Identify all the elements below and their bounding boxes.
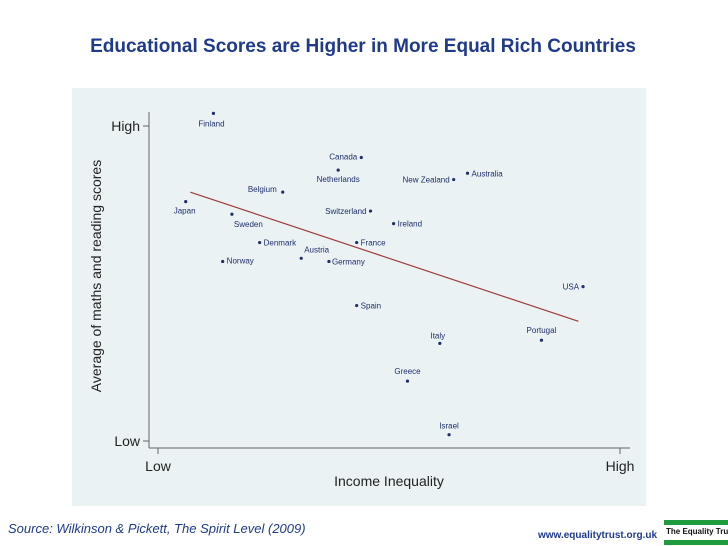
point-label: USA [563,283,580,292]
point-label: Norway [227,256,254,265]
data-point [359,155,363,160]
x-tick-label: High [606,458,635,474]
data-point [355,303,359,308]
data-point [438,341,442,345]
point-label: Germany [332,257,365,266]
point-label: Portugal [527,326,557,335]
point-label: Belgium [248,185,277,194]
x-axis-label: Income Inequality [334,473,444,489]
point-label: New Zealand [403,176,450,185]
point-label: Israel [439,422,459,431]
point-label: Ireland [398,220,422,229]
data-point [230,212,234,216]
source-citation: Source: Wilkinson & Pickett, The Spirit … [8,521,306,536]
data-point [211,111,216,115]
y-tick-label: High [111,118,140,134]
data-points: Finland Japan Belgium Sweden Denmark Norway Au… [174,111,585,437]
point-label: Spain [361,302,381,311]
data-point [184,200,188,204]
logo-bar-bottom [664,540,728,545]
equality-trust-logo: The Equality Trust [664,520,728,546]
point-label: Australia [472,169,504,178]
point-label: Sweden [234,220,263,229]
x-tick-label: Low [145,458,172,474]
data-point [281,190,285,194]
axes: Low High Low High [111,112,634,474]
chart-title: Educational Scores are Higher in More Eq… [90,36,636,57]
data-point [452,177,456,182]
data-point [327,259,331,264]
data-point [539,338,544,342]
data-point [355,240,359,245]
point-label: Canada [329,153,358,162]
data-point [258,240,262,245]
data-point [465,171,470,175]
data-point [336,168,340,172]
data-point [405,379,410,383]
point-label: Switzerland [325,207,366,216]
data-point [368,209,373,213]
chart-panel [72,88,646,506]
data-point [447,433,451,437]
point-label: France [361,239,386,248]
data-point [581,285,585,289]
y-tick-label: Low [114,433,141,449]
point-label: Netherlands [317,175,360,184]
logo-text: The Equality Trust [666,527,728,536]
point-label: Austria [304,245,329,254]
data-point [299,256,303,260]
data-point [392,222,396,226]
website-link[interactable]: www.equalitytrust.org.uk [538,530,658,541]
data-point [221,259,225,264]
point-label: Greece [394,367,421,376]
point-label: Denmark [264,239,297,248]
point-label: Italy [430,331,445,340]
point-label: Japan [174,207,196,216]
y-axis-label: Average of maths and reading scores [88,160,104,392]
logo-bar-top [664,520,728,525]
trend-line [190,191,579,322]
point-label: Finland [198,119,224,128]
